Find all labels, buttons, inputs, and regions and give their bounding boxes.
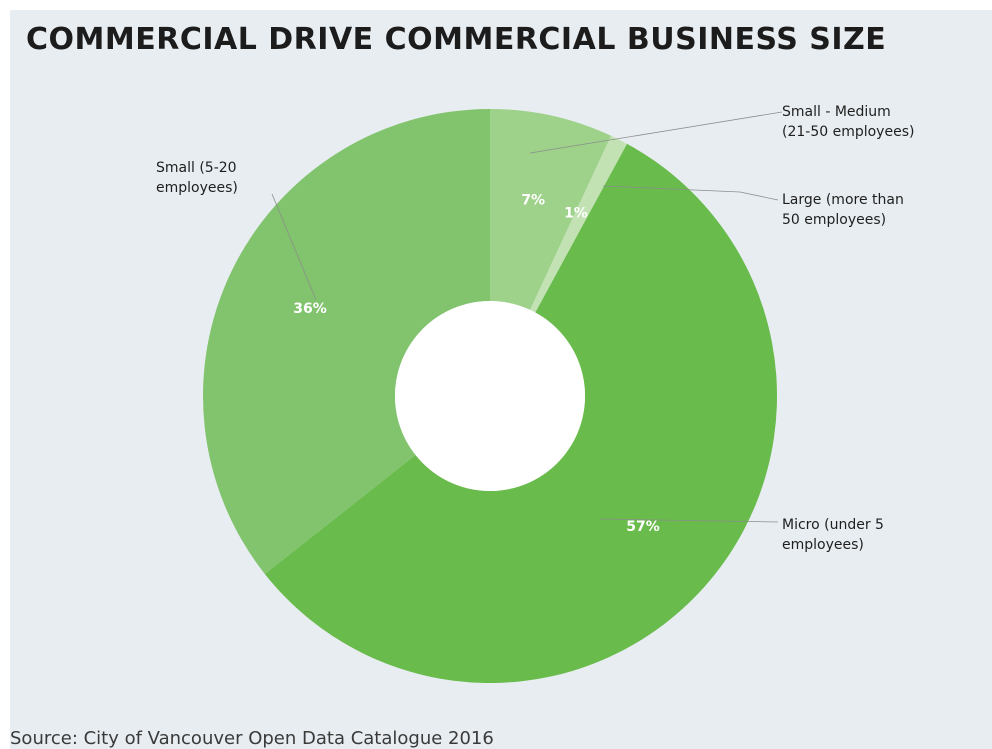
slice-category-label: Small - Medium (21-50 employees) — [782, 104, 914, 140]
donut-slice — [530, 135, 628, 313]
leader-line — [271, 193, 317, 301]
leader-line — [602, 185, 779, 201]
slice-percent-label: 7% — [521, 193, 545, 209]
slice-category-label: Micro (under 5 employees) — [782, 517, 884, 553]
slice-percent-label: 57% — [626, 519, 660, 535]
slice-percent-label: 36% — [293, 301, 327, 317]
source-note: Source: City of Vancouver Open Data Cata… — [10, 728, 494, 749]
donut-slice — [490, 109, 612, 310]
slice-category-label: Large (more than 50 employees) — [782, 192, 904, 228]
leader-line — [599, 518, 779, 523]
donut-slice — [202, 109, 490, 574]
donut-slice — [264, 143, 778, 683]
donut-hole — [395, 301, 585, 491]
slice-percent-label: 1% — [564, 205, 588, 221]
slice-category-label: Small (5-20 employees) — [156, 160, 238, 196]
leader-line — [529, 111, 783, 154]
chart-title: COMMERCIAL DRIVE COMMERCIAL BUSINESS SIZ… — [26, 22, 887, 57]
